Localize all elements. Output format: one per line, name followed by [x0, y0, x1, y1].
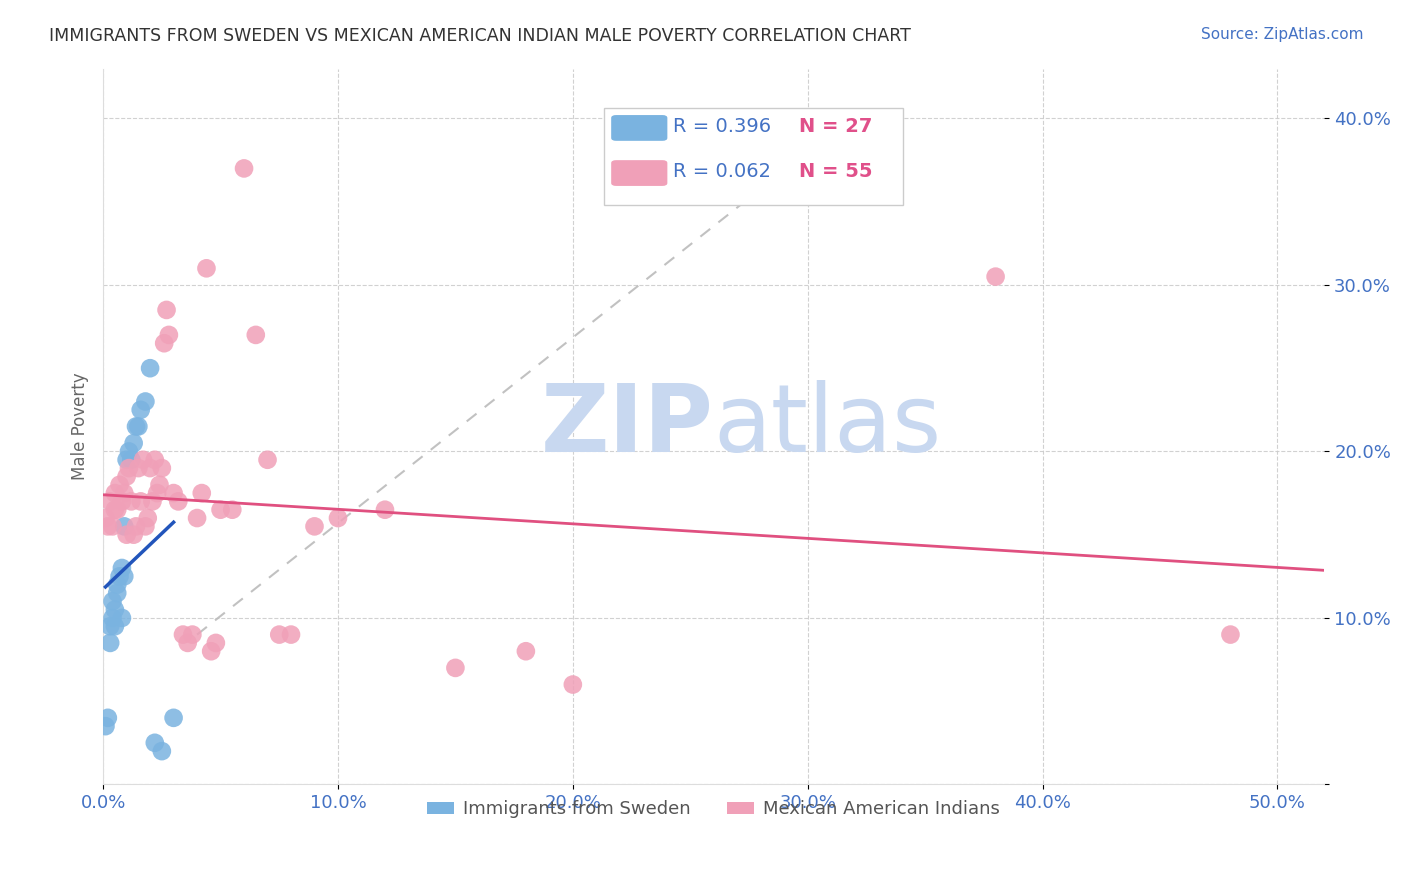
Point	[104, 486, 127, 500]
Point	[444, 661, 467, 675]
Point	[134, 519, 156, 533]
Point	[129, 402, 152, 417]
Point	[111, 561, 134, 575]
Point	[176, 636, 198, 650]
Point	[111, 494, 134, 508]
Point	[233, 161, 256, 176]
Point	[94, 719, 117, 733]
Point	[97, 711, 120, 725]
Point	[1219, 627, 1241, 641]
Point	[141, 494, 163, 508]
Text: N = 55: N = 55	[799, 162, 873, 181]
Point	[112, 486, 135, 500]
Point	[143, 452, 166, 467]
Text: R = 0.396: R = 0.396	[673, 117, 772, 136]
Point	[101, 611, 124, 625]
Text: N = 27: N = 27	[799, 117, 873, 136]
Point	[195, 261, 218, 276]
Point	[115, 527, 138, 541]
Point	[146, 486, 169, 500]
Point	[127, 461, 149, 475]
Point	[304, 519, 326, 533]
Point	[150, 461, 173, 475]
Point	[120, 494, 142, 508]
FancyBboxPatch shape	[612, 115, 668, 141]
Point	[127, 419, 149, 434]
Point	[191, 486, 214, 500]
Point	[209, 502, 232, 516]
Y-axis label: Male Poverty: Male Poverty	[72, 373, 89, 480]
Text: R = 0.062: R = 0.062	[673, 162, 772, 181]
Point	[561, 677, 583, 691]
Point	[125, 419, 148, 434]
Point	[155, 302, 177, 317]
Point	[129, 494, 152, 508]
Point	[118, 444, 141, 458]
Text: atlas: atlas	[714, 381, 942, 473]
Point	[162, 486, 184, 500]
Point	[162, 711, 184, 725]
Point	[181, 627, 204, 641]
Point	[122, 436, 145, 450]
FancyBboxPatch shape	[612, 161, 668, 186]
Point	[132, 452, 155, 467]
FancyBboxPatch shape	[603, 108, 903, 204]
Point	[122, 527, 145, 541]
Point	[112, 519, 135, 533]
Point	[150, 744, 173, 758]
Point	[104, 619, 127, 633]
Point	[94, 511, 117, 525]
Point	[139, 361, 162, 376]
Point	[98, 636, 121, 650]
Point	[269, 627, 291, 641]
Text: Source: ZipAtlas.com: Source: ZipAtlas.com	[1201, 27, 1364, 42]
Point	[172, 627, 194, 641]
Point	[280, 627, 302, 641]
Point	[98, 619, 121, 633]
Point	[120, 452, 142, 467]
Text: ZIP: ZIP	[541, 381, 714, 473]
Point	[108, 477, 131, 491]
Point	[101, 594, 124, 608]
Point	[157, 327, 180, 342]
Point	[134, 394, 156, 409]
Point	[105, 502, 128, 516]
Point	[97, 519, 120, 533]
Point	[186, 511, 208, 525]
Point	[115, 469, 138, 483]
Point	[326, 511, 349, 525]
Point	[153, 336, 176, 351]
Point	[256, 452, 278, 467]
Point	[112, 569, 135, 583]
Text: IMMIGRANTS FROM SWEDEN VS MEXICAN AMERICAN INDIAN MALE POVERTY CORRELATION CHART: IMMIGRANTS FROM SWEDEN VS MEXICAN AMERIC…	[49, 27, 911, 45]
Point	[143, 736, 166, 750]
Legend: Immigrants from Sweden, Mexican American Indians: Immigrants from Sweden, Mexican American…	[420, 793, 1008, 825]
Point	[221, 502, 243, 516]
Point	[984, 269, 1007, 284]
Point	[105, 577, 128, 591]
Point	[139, 461, 162, 475]
Point	[136, 511, 159, 525]
Point	[111, 611, 134, 625]
Point	[515, 644, 537, 658]
Point	[101, 519, 124, 533]
Point	[104, 502, 127, 516]
Point	[104, 602, 127, 616]
Point	[148, 477, 170, 491]
Point	[205, 636, 228, 650]
Point	[200, 644, 222, 658]
Point	[105, 586, 128, 600]
Point	[108, 569, 131, 583]
Point	[98, 494, 121, 508]
Point	[167, 494, 190, 508]
Point	[118, 461, 141, 475]
Point	[374, 502, 396, 516]
Point	[245, 327, 267, 342]
Point	[125, 519, 148, 533]
Point	[115, 452, 138, 467]
